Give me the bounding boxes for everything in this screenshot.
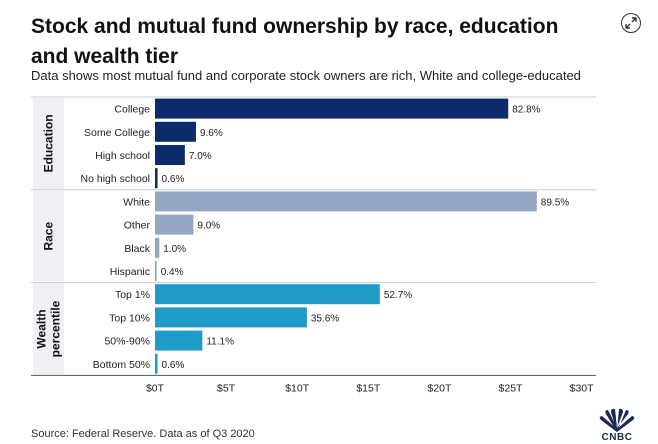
category-label: Other <box>124 220 151 232</box>
group-band <box>33 283 64 375</box>
category-label: Top 10% <box>109 312 150 324</box>
data-label: 0.6% <box>162 174 185 185</box>
x-tick-label: $15T <box>356 382 381 394</box>
category-label: 50%-90% <box>104 336 150 348</box>
bar <box>155 145 185 165</box>
data-label: 1.0% <box>163 244 186 255</box>
logo-text: CNBC <box>601 432 633 443</box>
group-band <box>33 190 64 282</box>
bar <box>155 261 157 281</box>
data-label: 52.7% <box>384 290 412 301</box>
category-label: Hispanic <box>110 266 150 278</box>
bar <box>155 307 307 328</box>
source-note: Source: Federal Reserve. Data as of Q3 2… <box>31 428 255 440</box>
data-label: 11.1% <box>206 337 234 348</box>
bar <box>155 237 160 258</box>
category-label: Top 1% <box>115 289 150 301</box>
category-label: Some College <box>84 127 150 139</box>
category-label: Black <box>124 243 150 255</box>
category-label: No high school <box>81 173 150 185</box>
category-label: High school <box>95 150 150 162</box>
bar <box>155 214 194 235</box>
category-label: Bottom 50% <box>93 359 150 371</box>
data-label: 82.8% <box>512 105 540 116</box>
bar <box>155 191 537 212</box>
category-label: College <box>114 104 150 116</box>
group-band <box>33 98 64 189</box>
chart-subtitle: Data shows most mutual fund and corporat… <box>31 68 581 83</box>
chart-title: Stock and mutual fund ownership by race,… <box>31 15 559 68</box>
bar <box>155 98 509 119</box>
x-tick-label: $5T <box>217 382 236 394</box>
peacock-logo-icon <box>599 408 635 432</box>
bar <box>155 121 196 142</box>
bar <box>155 353 158 374</box>
group-label: Wealthpercentile <box>35 300 63 357</box>
bar <box>155 330 203 351</box>
group-label: Race <box>42 222 56 251</box>
bar <box>155 284 380 305</box>
x-tick-label: $20T <box>427 382 452 394</box>
data-label: 0.6% <box>162 360 185 371</box>
data-label: 89.5% <box>541 197 569 208</box>
x-tick-label: $10T <box>285 382 310 394</box>
expand-button[interactable] <box>621 13 641 33</box>
cnbc-logo: CNBC <box>594 408 640 443</box>
data-label: 7.0% <box>189 151 212 162</box>
group-label: Education <box>42 114 56 172</box>
expand-icon <box>625 17 637 29</box>
x-tick-label: $25T <box>499 382 524 394</box>
x-tick-label: $30T <box>570 382 595 394</box>
data-label: 0.4% <box>161 267 184 278</box>
category-label: White <box>123 196 150 208</box>
x-tick-label: $0T <box>146 382 165 394</box>
data-label: 35.6% <box>311 313 339 324</box>
data-label: 9.0% <box>197 221 220 232</box>
data-label: 9.6% <box>200 128 223 139</box>
bar <box>155 168 158 189</box>
